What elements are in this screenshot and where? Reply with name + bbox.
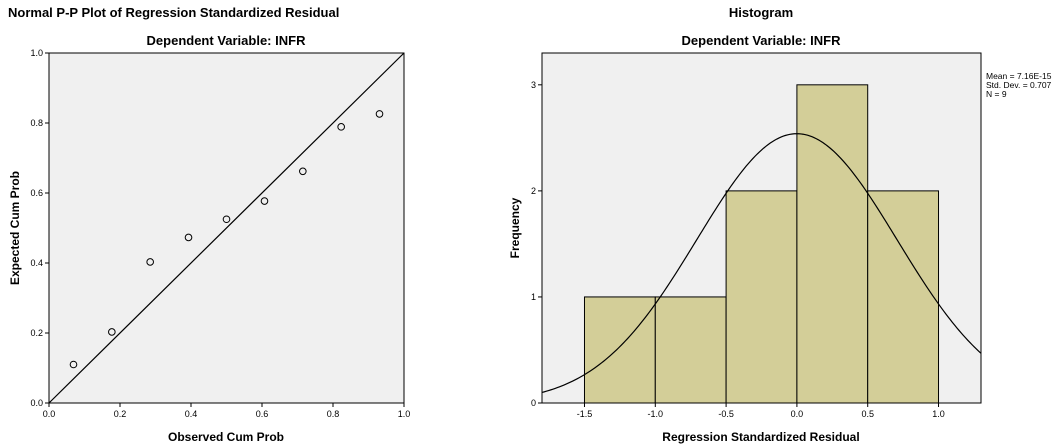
hist-stat-n: N = 9 [986, 89, 1007, 99]
pp-reference-line [48, 52, 405, 404]
pp-y-tick-label: 0.0 [30, 398, 43, 408]
hist-x-tick-label: 0.5 [861, 409, 874, 419]
hist-subtitle: Dependent Variable: INFR [682, 33, 842, 48]
hist-stat-sd: Std. Dev. = 0.707 [986, 80, 1052, 90]
hist-y-axis-label: Frequency [508, 197, 522, 258]
pp-point [299, 167, 307, 176]
hist-normal-curve [541, 133, 982, 394]
pp-y-tick-label: 0.6 [30, 188, 43, 198]
pp-axis-ticks: 0.0 0.2 0.4 0.6 0.8 1.0 0.0 0.2 0.4 0.6 0.8 1.0 [30, 48, 410, 419]
pp-x-tick-label: 0.2 [114, 409, 127, 419]
pp-point [222, 215, 231, 224]
pp-x-axis-label: Observed Cum Prob [168, 430, 284, 444]
pp-point [69, 360, 78, 369]
pp-x-tick-label: 0.8 [327, 409, 340, 419]
hist-x-tick-label: -1.0 [648, 409, 664, 419]
hist-y-tick-label: 0 [531, 398, 536, 408]
hist-x-tick-label: -1.5 [577, 409, 593, 419]
pp-point [260, 197, 269, 205]
hist-bar [867, 190, 940, 404]
pp-y-axis-label: Expected Cum Prob [8, 171, 22, 285]
hist-x-tick-label: 1.0 [932, 409, 945, 419]
pp-point [375, 110, 384, 118]
hist-bars [583, 84, 940, 404]
pp-y-tick-label: 0.2 [30, 328, 43, 338]
pp-y-tick-label: 1.0 [30, 48, 43, 58]
pp-x-tick-label: 0.4 [185, 409, 198, 419]
pp-y-tick-label: 0.4 [30, 258, 43, 268]
hist-axis-ticks: -1.5 -1.0 -0.5 0.0 0.5 1.0 0 1 2 3 [531, 80, 945, 419]
pp-point [108, 328, 116, 336]
hist-x-tick-label: -0.5 [718, 409, 734, 419]
hist-x-axis-label: Regression Standardized Residual [662, 430, 859, 444]
hist-y-tick-label: 1 [531, 292, 536, 302]
hist-bar [654, 296, 727, 404]
pp-title: Normal P-P Plot of Regression Standardiz… [8, 5, 339, 20]
pp-x-tick-label: 1.0 [398, 409, 411, 419]
histogram: Histogram Dependent Variable: INFR -1.5-… [508, 5, 1052, 444]
pp-points [69, 110, 384, 369]
pp-x-tick-label: 0.0 [43, 409, 56, 419]
hist-y-tick-label: 2 [531, 186, 536, 196]
pp-y-tick-label: 0.8 [30, 118, 43, 128]
pp-point [146, 258, 154, 266]
hist-bar [583, 296, 656, 404]
pp-x-tick-label: 0.6 [256, 409, 269, 419]
hist-title: Histogram [729, 5, 793, 20]
hist-x-tick-label: 0.0 [791, 409, 804, 419]
hist-y-tick-label: 3 [531, 80, 536, 90]
hist-stat-mean: Mean = 7.16E-15 [986, 71, 1052, 81]
pp-subtitle: Dependent Variable: INFR [147, 33, 307, 48]
pp-point [337, 123, 345, 131]
hist-bar [725, 190, 798, 404]
pp-point [184, 233, 193, 242]
pp-plot: Normal P-P Plot of Regression Standardiz… [8, 5, 410, 444]
hist-bar [796, 84, 869, 404]
